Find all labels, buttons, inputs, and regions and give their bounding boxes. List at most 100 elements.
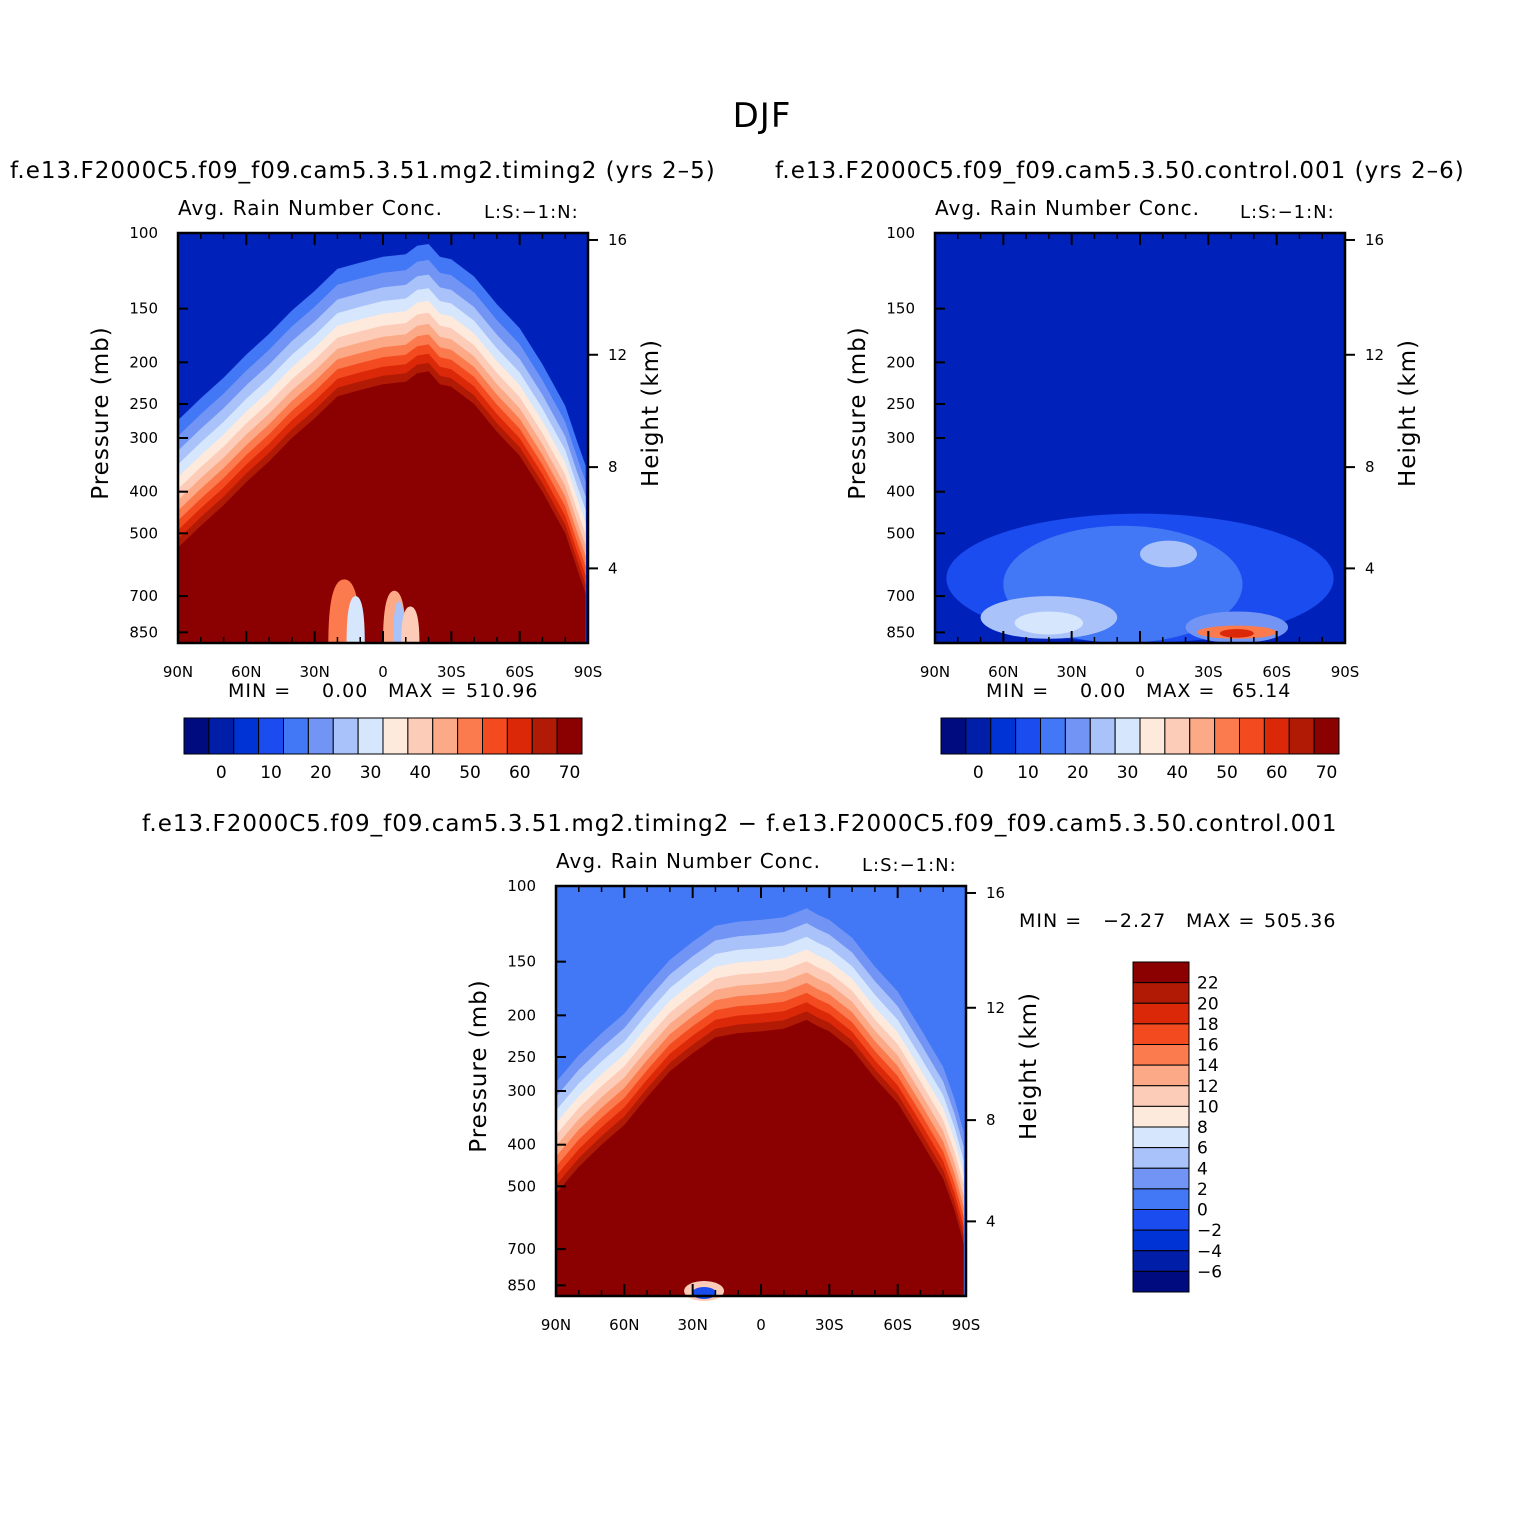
colorbar-swatch: [1132, 1209, 1190, 1231]
colorbar-swatch: [1263, 717, 1290, 755]
panel3-case-title: f.e13.F2000C5.f09_f09.cam5.3.51.mg2.timi…: [142, 811, 1338, 837]
colorbar-label: 60: [1266, 763, 1288, 783]
y-tick-label: 400: [507, 1136, 536, 1154]
colorbar-swatch: [1132, 1229, 1190, 1252]
colorbar-swatch: [457, 717, 483, 755]
colorbar-label: 70: [559, 763, 581, 783]
panel3-corner-label: L:S:−1:N:: [862, 855, 957, 876]
colorbar-swatch: [432, 717, 459, 755]
x-tick-label: 0: [1135, 663, 1145, 681]
y-tick-label: 300: [129, 429, 158, 447]
y2-tick-label: 8: [1365, 458, 1375, 476]
y-tick-label: 850: [129, 623, 158, 641]
colorbar-swatch: [531, 717, 558, 755]
colorbar-swatch: [1132, 1085, 1190, 1107]
panel3-field: [556, 886, 966, 1296]
colorbar-swatch: [1164, 717, 1191, 755]
y2-tick-label: 12: [986, 999, 1005, 1017]
x-tick-label: 90N: [541, 1316, 571, 1334]
colorbar-label: 4: [1197, 1159, 1208, 1179]
colorbar-label: 70: [1316, 763, 1338, 783]
y-tick-label: 700: [129, 587, 158, 605]
colorbar-swatch: [1132, 1188, 1190, 1210]
colorbar-swatch: [1015, 717, 1041, 755]
colorbar-swatch: [1288, 717, 1315, 755]
y2-tick-label: 4: [1365, 559, 1375, 577]
y-axis-label: Pressure (mb): [466, 979, 492, 1152]
colorbar-label: −2: [1197, 1221, 1222, 1241]
lower-feature: [346, 596, 365, 643]
colorbar-swatch: [1089, 717, 1116, 755]
colorbar-swatch: [1064, 717, 1091, 755]
colorbar-swatch: [407, 717, 434, 755]
panel2-colorbar: 0 10 20 30 40 50 60 70: [940, 717, 1340, 783]
y-tick-label: 700: [886, 587, 915, 605]
colorbar-swatch: [1132, 1167, 1190, 1190]
y2-axis-label: Height (km): [638, 339, 664, 487]
colorbar-swatch: [1132, 1126, 1190, 1149]
y-tick-label: 200: [886, 353, 915, 371]
y-tick-label: 500: [886, 524, 915, 542]
colorbar-swatch: [482, 717, 508, 755]
colorbar-swatch: [506, 717, 533, 755]
y2-tick-label: 12: [1365, 346, 1384, 364]
x-tick-label: 30S: [815, 1316, 844, 1334]
y-axis-label: Pressure (mb): [88, 326, 114, 499]
colorbar-label: 20: [1067, 763, 1089, 783]
colorbar-swatch: [1132, 1023, 1190, 1045]
colorbar-swatch: [1132, 961, 1190, 984]
colorbar-swatch: [1114, 717, 1141, 755]
colorbar-label: 20: [1197, 994, 1219, 1014]
y-tick-label: 100: [129, 224, 158, 242]
colorbar-swatch: [1239, 717, 1265, 755]
panel3-lower-features: [684, 1281, 725, 1301]
y-tick-label: 400: [886, 483, 915, 501]
colorbar-swatch: [208, 717, 235, 755]
colorbar-label: −4: [1197, 1242, 1222, 1262]
colorbar-label: 40: [409, 763, 431, 783]
x-tick-label: 30N: [1057, 663, 1087, 681]
y-tick-label: 850: [507, 1276, 536, 1294]
colorbar-label: 50: [459, 763, 481, 783]
colorbar-label: 30: [1117, 763, 1139, 783]
panel3-max-value: 505.36: [1264, 910, 1337, 932]
colorbar-label: 0: [1197, 1201, 1208, 1221]
colorbar-label: 10: [1017, 763, 1039, 783]
y-tick-label: 150: [507, 953, 536, 971]
y-tick-label: 100: [507, 877, 536, 895]
colorbar-swatch: [1132, 982, 1190, 1004]
panel2-case-title: f.e13.F2000C5.f09_f09.cam5.3.50.control.…: [775, 158, 1465, 184]
colorbar-swatch: [940, 717, 967, 755]
colorbar-swatch: [382, 717, 409, 755]
colorbar-swatch: [1313, 717, 1340, 755]
y2-tick-label: 16: [608, 231, 627, 249]
colorbar-swatch: [1132, 1250, 1190, 1272]
colorbar-swatch: [1132, 1002, 1190, 1025]
colorbar-label: 16: [1197, 1036, 1219, 1056]
x-tick-label: 60N: [231, 663, 261, 681]
panel1-corner-label: L:S:−1:N:: [484, 202, 579, 223]
colorbar-label: 0: [973, 763, 984, 783]
colorbar-swatch: [1132, 1044, 1190, 1066]
colorbar-label: 6: [1197, 1139, 1208, 1159]
y-tick-label: 250: [129, 395, 158, 413]
colorbar-swatch: [1132, 1105, 1190, 1128]
colorbar-swatch: [990, 717, 1017, 755]
colorbar-swatch: [233, 717, 260, 755]
panel1-min-value: 0.00: [322, 680, 369, 702]
y-tick-label: 250: [507, 1048, 536, 1066]
colorbar-label: 40: [1166, 763, 1188, 783]
y-tick-label: 850: [886, 623, 915, 641]
colorbar-label: 18: [1197, 1015, 1219, 1035]
upper-patch: [1140, 540, 1197, 568]
colorbar-label: 12: [1197, 1077, 1219, 1097]
panel2-max-value: 65.14: [1232, 680, 1292, 702]
x-tick-label: 0: [756, 1316, 766, 1334]
colorbar-swatch: [357, 717, 384, 755]
colorbar-swatch: [1132, 1270, 1190, 1293]
y-tick-label: 150: [129, 300, 158, 318]
y-tick-label: 200: [507, 1006, 536, 1024]
x-tick-label: 90S: [1331, 663, 1360, 681]
y2-tick-label: 16: [986, 884, 1005, 902]
